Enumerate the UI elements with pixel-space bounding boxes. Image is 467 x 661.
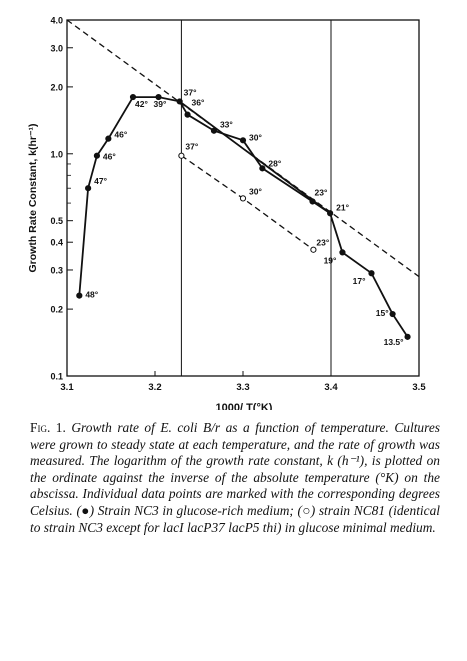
data-point-s0-12	[327, 210, 334, 217]
data-point-s1-0	[178, 152, 185, 159]
point-label-s0-16: 13.5°	[384, 337, 405, 347]
data-point-s0-0	[76, 292, 83, 299]
data-point-s1-2	[310, 246, 317, 253]
fit-line-0	[66, 19, 420, 278]
y-tick-label-3: 0.4	[50, 238, 63, 248]
point-label-s1-0: 37°	[185, 142, 198, 152]
point-label-s1-1: 30°	[249, 186, 262, 196]
point-label-s0-5: 39°	[154, 99, 167, 109]
x-tick-label-4: 3.5	[412, 382, 426, 393]
x-tick-label-3: 3.4	[324, 382, 338, 393]
point-label-s0-0: 48°	[85, 290, 98, 300]
data-point-s0-4	[129, 93, 137, 101]
data-point-s0-8	[210, 127, 218, 134]
data-point-s0-16	[404, 333, 411, 340]
point-label-s0-3: 46°	[114, 130, 127, 140]
data-point-s0-3	[105, 135, 112, 142]
point-label-s0-7: 36°	[192, 98, 205, 108]
data-point-s0-6	[176, 98, 183, 105]
point-label-s0-8: 33°	[220, 120, 233, 130]
point-label-s0-11: 23°	[315, 187, 328, 197]
data-point-s0-5	[155, 93, 162, 101]
data-point-s0-1	[85, 185, 92, 192]
y-tick-label-4: 0.5	[50, 216, 63, 226]
data-point-s1-1	[239, 195, 247, 202]
x-tick-label-2: 3.3	[236, 382, 249, 393]
data-point-s0-13	[339, 249, 346, 256]
caption-text: Growth rate of E. coli B/r as a function…	[30, 420, 440, 535]
figure-caption: Fig. 1. Growth rate of E. coli B/r as a …	[30, 420, 440, 536]
point-label-s0-12: 21°	[336, 202, 349, 212]
y-tick-label-8: 4.0	[50, 16, 63, 26]
data-point-s0-9	[239, 137, 247, 144]
series-line-0	[78, 96, 409, 338]
x-axis-label: 1000/ T(°K)	[216, 402, 273, 410]
point-label-s1-2: 23°	[316, 238, 329, 248]
y-axis-label: Growth Rate Constant, k(hr⁻¹)	[27, 123, 39, 272]
data-point-s0-7	[184, 111, 191, 118]
caption-fig-label: Fig. 1.	[30, 420, 66, 435]
y-tick-label-0: 0.1	[50, 372, 63, 382]
x-tick-label-0: 3.1	[60, 382, 74, 393]
point-label-s0-15: 15°	[376, 308, 389, 318]
point-label-s0-1: 47°	[94, 176, 107, 186]
y-tick-label-1: 0.2	[50, 305, 63, 315]
series-line-1	[181, 155, 314, 251]
point-label-s0-14: 17°	[353, 276, 366, 286]
data-point-s0-2	[93, 152, 101, 159]
growth-rate-chart: 48°47°46°46°42° 39°37°36°33°30°28°23°21°1…	[27, 16, 426, 411]
y-tick-label-2: 0.3	[50, 265, 63, 275]
point-label-s0-4: 42°	[135, 99, 148, 109]
x-tick-label-1: 3.2	[148, 382, 161, 393]
data-point-s0-11	[309, 198, 316, 205]
point-label-s0-10: 28°	[268, 158, 281, 168]
point-label-s0-13: 19°	[324, 255, 337, 265]
point-label-s0-2: 46°	[103, 152, 116, 162]
data-point-s0-14	[368, 270, 375, 277]
data-point-s0-15	[389, 310, 396, 318]
point-label-s0-6: 37°	[184, 87, 197, 97]
data-point-s0-10	[259, 165, 266, 172]
point-label-s0-9: 30°	[249, 132, 262, 142]
y-tick-label-6: 2.0	[50, 82, 63, 92]
y-tick-label-5: 1.0	[50, 149, 63, 159]
y-tick-label-7: 3.0	[50, 43, 63, 53]
